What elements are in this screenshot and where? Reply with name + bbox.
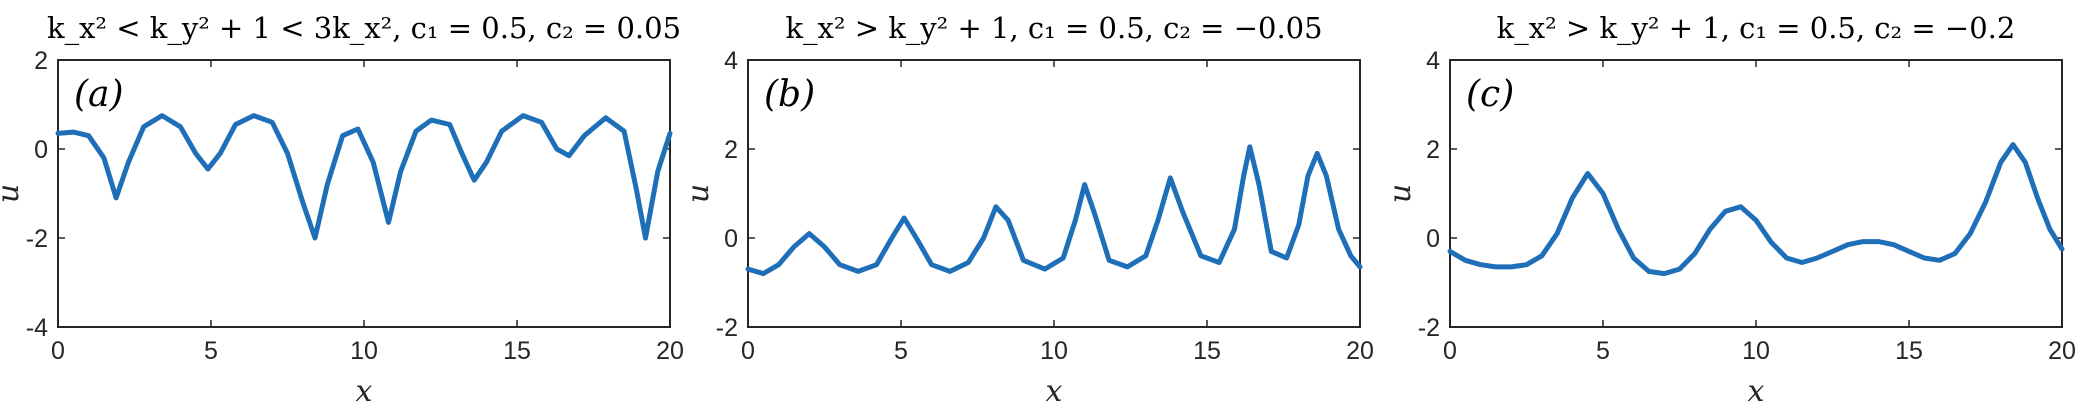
panel-3-xtick-label: 20 <box>2048 337 2076 365</box>
panel-1-xtick-label: 20 <box>656 337 684 365</box>
panel-2-series-line <box>745 144 1363 277</box>
panel-2-xtick-label: 10 <box>1040 337 1068 365</box>
panel-3-label: (c) <box>1466 74 1514 115</box>
panel-1-ytick-label: -4 <box>26 314 48 342</box>
panel-1-series-line <box>55 113 673 241</box>
panel-3-series-line <box>1447 142 2065 277</box>
panel-1-xlabel: x <box>356 374 373 409</box>
panel-2-ytick-label: -2 <box>716 314 738 342</box>
panel-3-xtick-label: 15 <box>1895 337 1923 365</box>
panel-1-ytick-label: 0 <box>34 136 48 164</box>
panel-2-xlabel: x <box>1046 374 1063 409</box>
panel-2-ytick-label: 0 <box>724 225 738 253</box>
panel-1-ytick-label: 2 <box>34 47 48 75</box>
panel-3-xtick-label: 10 <box>1742 337 1770 365</box>
panel-1-title: k_x² < k_y² + 1 < 3k_x², c₁ = 0.5, c₂ = … <box>47 11 681 46</box>
panel-2-ylabel: u <box>681 184 716 203</box>
panel-1-label: (a) <box>74 74 124 115</box>
panel-1-axes-frame <box>57 59 671 328</box>
panel-2-title: k_x² > k_y² + 1, c₁ = 0.5, c₂ = −0.05 <box>785 11 1322 46</box>
panel-3-ytick-label: 0 <box>1426 225 1440 253</box>
panel-3-ytick-label: 2 <box>1426 136 1440 164</box>
panel-3-xtick-label: 5 <box>1596 337 1610 365</box>
panel-3-xlabel: x <box>1748 374 1765 409</box>
panel-2-label: (b) <box>764 74 815 115</box>
panel-1-xtick-label: 0 <box>51 337 65 365</box>
panel-1-xtick-label: 10 <box>350 337 378 365</box>
panel-3-title: k_x² > k_y² + 1, c₁ = 0.5, c₂ = −0.2 <box>1497 11 2016 46</box>
panel-1-ytick-label: -2 <box>26 225 48 253</box>
panel-3-xtick-label: 0 <box>1443 337 1457 365</box>
panel-3-ytick-label: 4 <box>1426 47 1440 75</box>
panel-1-xtick-label: 5 <box>204 337 218 365</box>
panel-2-xtick-label: 0 <box>741 337 755 365</box>
panel-3-ytick-label: -2 <box>1418 314 1440 342</box>
panel-1-xtick-label: 15 <box>503 337 531 365</box>
panel-2-xtick-label: 5 <box>894 337 908 365</box>
panel-2-ytick-label: 4 <box>724 47 738 75</box>
panel-2-axes-frame <box>747 59 1361 328</box>
panel-3-ylabel: u <box>1383 184 1418 203</box>
panel-2-xtick-label: 15 <box>1193 337 1221 365</box>
panel-3-axes-frame <box>1449 59 2063 328</box>
panel-1-ylabel: u <box>0 184 26 203</box>
panel-2-ytick-label: 2 <box>724 136 738 164</box>
panel-2-xtick-label: 20 <box>1346 337 1374 365</box>
